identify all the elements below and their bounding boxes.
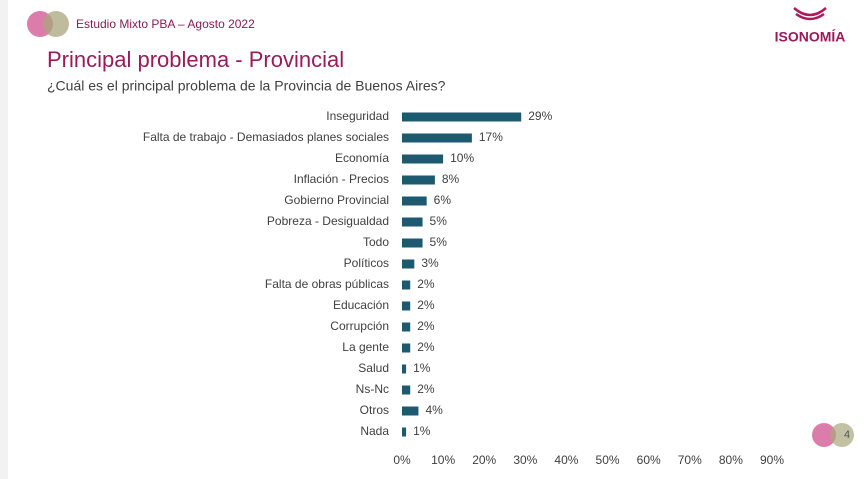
value-label: 5%	[430, 214, 448, 228]
category-label: Pobreza - Desigualdad	[267, 214, 389, 228]
category-label: Salud	[358, 361, 389, 375]
value-label: 1%	[413, 424, 431, 438]
x-tick-label: 70%	[678, 453, 702, 467]
bar	[402, 385, 411, 395]
value-label: 2%	[417, 319, 435, 333]
category-label: Ns-Nc	[356, 382, 389, 396]
page-number: 4	[844, 429, 850, 441]
category-label: Otros	[360, 403, 389, 417]
value-label: 4%	[425, 403, 443, 417]
category-label: Educación	[333, 298, 389, 312]
bar	[402, 133, 472, 143]
value-label: 8%	[442, 172, 460, 186]
category-label: Inflación - Precios	[294, 172, 389, 186]
left-strip	[0, 0, 8, 479]
page-circle	[812, 423, 836, 447]
value-label: 3%	[421, 256, 439, 270]
bar	[402, 364, 407, 374]
page-circle	[830, 423, 854, 447]
value-label: 6%	[434, 193, 452, 207]
category-label: Economía	[335, 151, 389, 165]
category-label: Nada	[360, 424, 389, 438]
x-tick-label: 90%	[760, 453, 784, 467]
x-tick-label: 0%	[393, 453, 411, 467]
category-label: La gente	[342, 340, 389, 354]
value-label: 5%	[430, 235, 448, 249]
x-tick-label: 30%	[513, 453, 537, 467]
category-label: Políticos	[344, 256, 389, 270]
value-label: 2%	[417, 340, 435, 354]
brand-icon	[793, 7, 827, 21]
study-label: Estudio Mixto PBA – Agosto 2022	[76, 17, 255, 31]
bar	[402, 175, 435, 185]
bar	[402, 259, 415, 269]
value-label: 29%	[528, 109, 552, 123]
category-label: Inseguridad	[326, 109, 389, 123]
bar	[402, 154, 444, 164]
value-label: 2%	[417, 277, 435, 291]
x-tick-label: 20%	[472, 453, 496, 467]
bar	[402, 280, 411, 290]
bar	[402, 301, 411, 311]
value-label: 2%	[417, 298, 435, 312]
bar	[402, 406, 419, 416]
x-tick-label: 50%	[596, 453, 620, 467]
bar	[402, 427, 407, 437]
value-label: 17%	[479, 130, 503, 144]
bar	[402, 343, 411, 353]
category-label: Corrupción	[330, 319, 389, 333]
x-tick-label: 60%	[637, 453, 661, 467]
category-label: Gobierno Provincial	[284, 193, 389, 207]
bar	[402, 196, 427, 206]
value-label: 2%	[417, 382, 435, 396]
bar	[402, 217, 423, 227]
value-label: 10%	[450, 151, 474, 165]
category-label: Falta de trabajo - Demasiados planes soc…	[143, 130, 389, 144]
x-tick-label: 40%	[554, 453, 578, 467]
value-label: 1%	[413, 361, 431, 375]
chart-title: Principal problema - Provincial	[47, 47, 344, 72]
logo-circle	[43, 11, 69, 37]
bar	[402, 322, 411, 332]
category-label: Todo	[363, 235, 389, 249]
x-tick-label: 10%	[431, 453, 455, 467]
x-tick-label: 80%	[719, 453, 743, 467]
bar	[402, 238, 423, 248]
bar	[402, 112, 522, 122]
brand: ISONOMÍA	[775, 29, 846, 45]
category-label: Falta de obras públicas	[265, 277, 389, 291]
chart-subtitle: ¿Cuál es el principal problema de la Pro…	[47, 78, 446, 94]
